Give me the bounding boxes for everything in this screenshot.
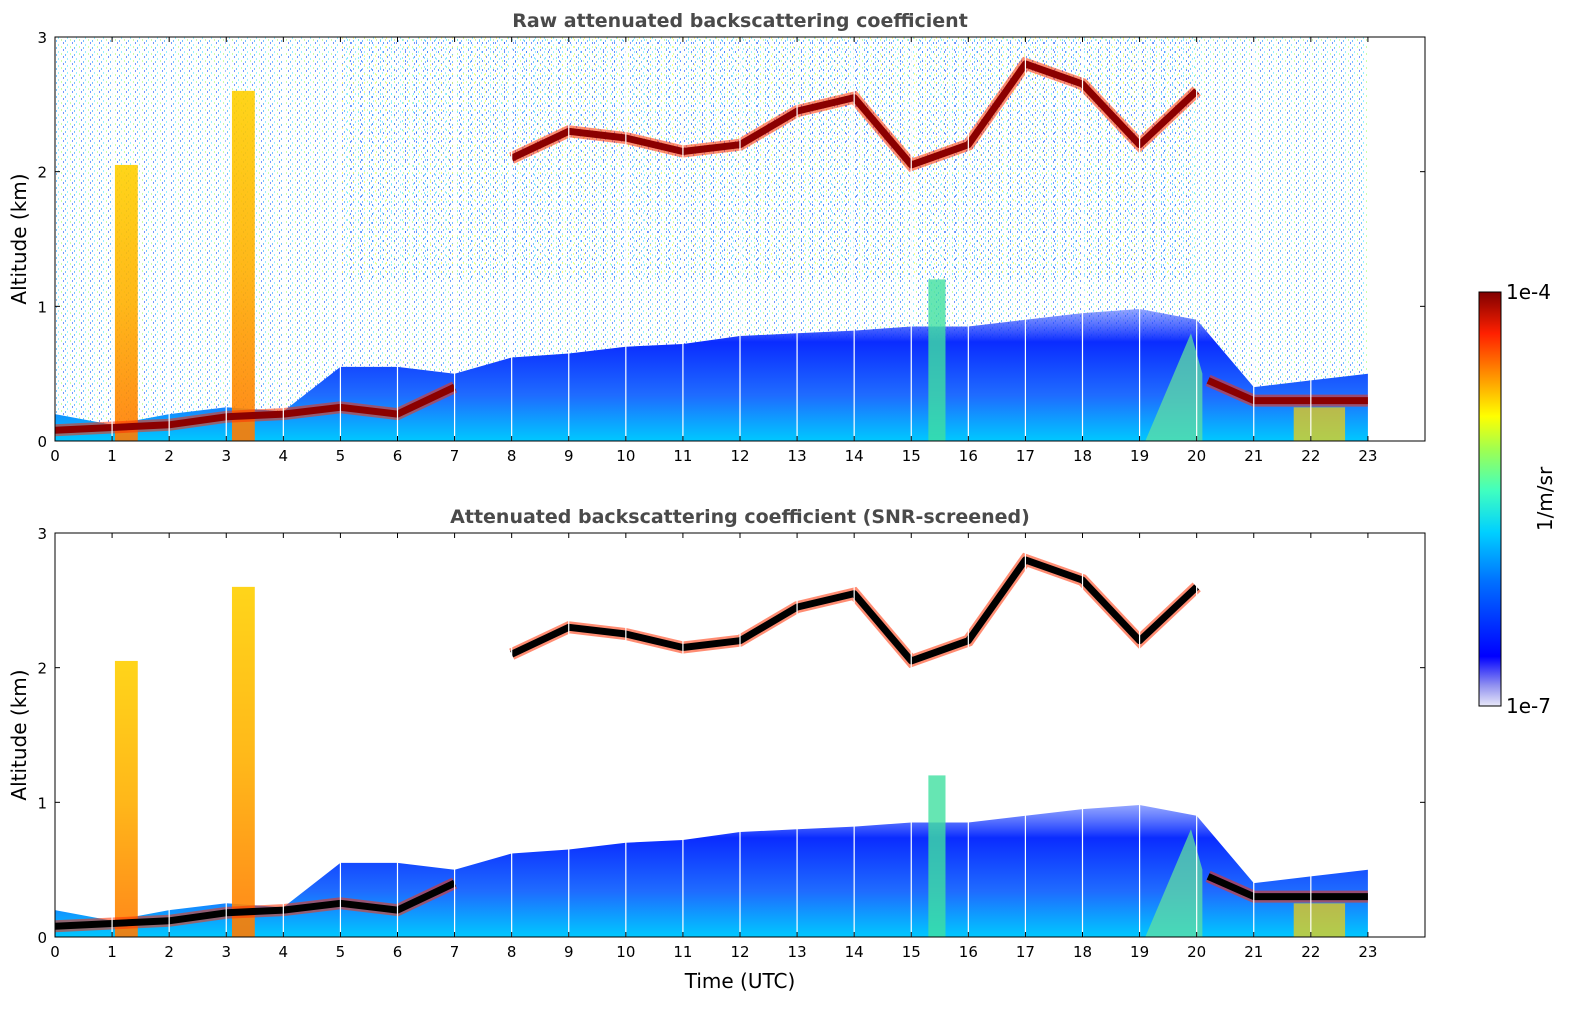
plume-2-raw	[231, 90, 255, 441]
x-tick-label: 8	[507, 943, 517, 961]
x-tick-label: 5	[336, 447, 346, 465]
y-axis-label-screened: Altitude (km)	[7, 669, 31, 800]
x-tick-label: 17	[1016, 447, 1035, 465]
x-tick-label: 14	[845, 447, 864, 465]
y-tick-label: 2	[37, 660, 47, 678]
x-tick-label: 20	[1187, 447, 1206, 465]
x-tick-label: 16	[959, 447, 978, 465]
plume-4-screened	[1145, 829, 1203, 937]
x-tick-label: 22	[1301, 943, 1320, 961]
y-tick-label: 2	[37, 164, 47, 182]
x-tick-label: 17	[1016, 943, 1035, 961]
y-tick-label: 1	[37, 298, 47, 316]
y-axis-raw: 0 1 2 3	[37, 29, 1425, 451]
x-tick-label: 23	[1358, 943, 1377, 961]
y-tick-label: 3	[37, 525, 47, 543]
x-tick-label: 21	[1244, 943, 1263, 961]
y-tick-label: 3	[37, 29, 47, 47]
x-tick-label: 6	[393, 943, 403, 961]
x-tick-label: 8	[507, 447, 517, 465]
heatmap-raw	[55, 37, 1368, 441]
x-tick-label: 9	[564, 943, 574, 961]
x-tick-label: 9	[564, 447, 574, 465]
x-tick-label: 0	[50, 447, 60, 465]
colorbar-scale	[1478, 291, 1502, 707]
colorbar-max-label: 1e-4	[1506, 280, 1551, 304]
x-tick-label: 14	[845, 943, 864, 961]
x-tick-label: 2	[164, 943, 174, 961]
x-tick-label: 4	[279, 447, 289, 465]
colorbar: 1e-4 1e-7 1/m/sr	[1478, 280, 1557, 718]
y-axis-label-raw: Altitude (km)	[7, 173, 31, 304]
x-tick-label: 11	[673, 943, 692, 961]
plume-5-screened	[1293, 903, 1346, 937]
x-tick-label: 13	[788, 447, 807, 465]
plume-1-screened	[114, 660, 138, 937]
plume-4-raw	[1145, 333, 1203, 441]
x-tick-label: 22	[1301, 447, 1320, 465]
y-tick-label: 1	[37, 794, 47, 812]
panel-screened: Attenuated backscattering coefficient (S…	[7, 506, 1426, 993]
y-tick-label: 0	[37, 929, 47, 947]
x-tick-label: 1	[107, 447, 117, 465]
colorbar-min-label: 1e-7	[1506, 694, 1551, 718]
x-axis-label: Time (UTC)	[684, 969, 796, 993]
x-tick-label: 13	[788, 943, 807, 961]
x-tick-label: 6	[393, 447, 403, 465]
x-tick-label: 0	[50, 943, 60, 961]
x-tick-label: 3	[221, 943, 231, 961]
x-tick-label: 1	[107, 943, 117, 961]
x-tick-label: 5	[336, 943, 346, 961]
x-tick-label: 23	[1358, 447, 1377, 465]
x-axis-raw: 0 1 2 3 4 5 6 7 8 9 10 11 12 13 14 15 16 17 18 19 20 21 22 23	[50, 37, 1377, 465]
heatmap-screened	[55, 533, 1368, 937]
x-tick-label: 15	[902, 943, 921, 961]
x-tick-label: 7	[450, 943, 460, 961]
x-tick-label: 7	[450, 447, 460, 465]
x-tick-label: 10	[616, 943, 635, 961]
x-tick-label: 16	[959, 943, 978, 961]
x-tick-label: 2	[164, 447, 174, 465]
x-tick-label: 18	[1073, 943, 1092, 961]
x-tick-label: 12	[730, 943, 749, 961]
x-tick-label: 19	[1130, 447, 1149, 465]
y-tick-label: 0	[37, 433, 47, 451]
panel-raw: Raw attenuated backscattering coefficien…	[7, 10, 1426, 465]
x-axis-screened: 0 1 2 3 4 5 6 7 8 9 10 11 12 13 14 15 16 17 18 19 20 21 22 23	[50, 533, 1377, 961]
x-tick-label: 19	[1130, 943, 1149, 961]
cloud-layer-3-raw	[1206, 377, 1368, 405]
heatmap-screened-fill	[55, 533, 1368, 937]
x-tick-label: 12	[730, 447, 749, 465]
plume-5-raw	[1293, 407, 1346, 441]
x-tick-label: 18	[1073, 447, 1092, 465]
x-tick-label: 21	[1244, 447, 1263, 465]
y-axis-screened: 0 1 2 3	[37, 525, 1425, 947]
colorbar-unit-label: 1/m/sr	[1533, 466, 1557, 531]
cloud-layer-3-screened	[1206, 873, 1368, 901]
x-tick-label: 4	[279, 943, 289, 961]
chart-title-raw: Raw attenuated backscattering coefficien…	[512, 10, 968, 32]
x-tick-label: 11	[673, 447, 692, 465]
x-tick-label: 20	[1187, 943, 1206, 961]
heatmap-raw-fill	[55, 37, 1368, 441]
plume-2-screened	[231, 586, 255, 937]
x-tick-label: 10	[616, 447, 635, 465]
chart-title-screened: Attenuated backscattering coefficient (S…	[450, 506, 1030, 528]
plume-1-raw	[114, 164, 138, 441]
x-tick-label: 15	[902, 447, 921, 465]
plume-3-raw	[928, 279, 946, 441]
x-tick-label: 3	[221, 447, 231, 465]
plume-3-screened	[928, 775, 946, 937]
